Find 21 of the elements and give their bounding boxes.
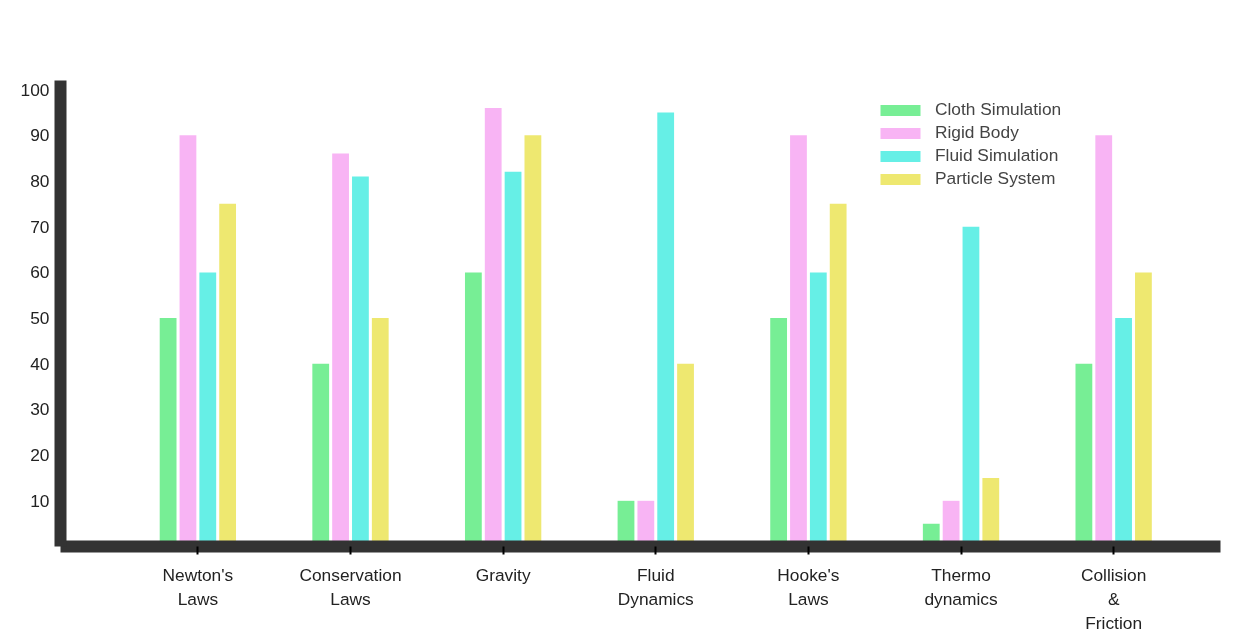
y-tick-label: 40 bbox=[30, 353, 50, 374]
y-tick-label: 80 bbox=[30, 171, 50, 192]
y-tick-label: 100 bbox=[20, 79, 50, 100]
x-tick-label: Thermo dynamics bbox=[924, 564, 998, 609]
x-tick-label: Hooke's Laws bbox=[777, 564, 840, 609]
y-tick-label: 10 bbox=[30, 490, 50, 511]
y-tick-label: 30 bbox=[30, 399, 50, 420]
x-tick-label: Conservation Laws bbox=[299, 564, 402, 609]
y-tick-label: 50 bbox=[30, 308, 50, 329]
legend-label: Rigid Body bbox=[935, 122, 1019, 143]
y-tick-label: 20 bbox=[30, 445, 50, 466]
legend-label: Particle System bbox=[935, 168, 1056, 189]
x-tick-label: Fluid Dynamics bbox=[617, 564, 695, 609]
x-tick-label: Collision & Friction bbox=[1080, 564, 1147, 633]
y-tick-label: 90 bbox=[30, 125, 50, 146]
x-tick-label: Gravity bbox=[475, 564, 531, 585]
legend-label: Cloth Simulation bbox=[935, 99, 1062, 120]
y-tick-label: 60 bbox=[30, 262, 50, 283]
x-tick-label: Newton's Laws bbox=[162, 564, 234, 609]
y-tick-label: 70 bbox=[30, 216, 50, 237]
legend-label: Fluid Simulation bbox=[935, 145, 1059, 166]
